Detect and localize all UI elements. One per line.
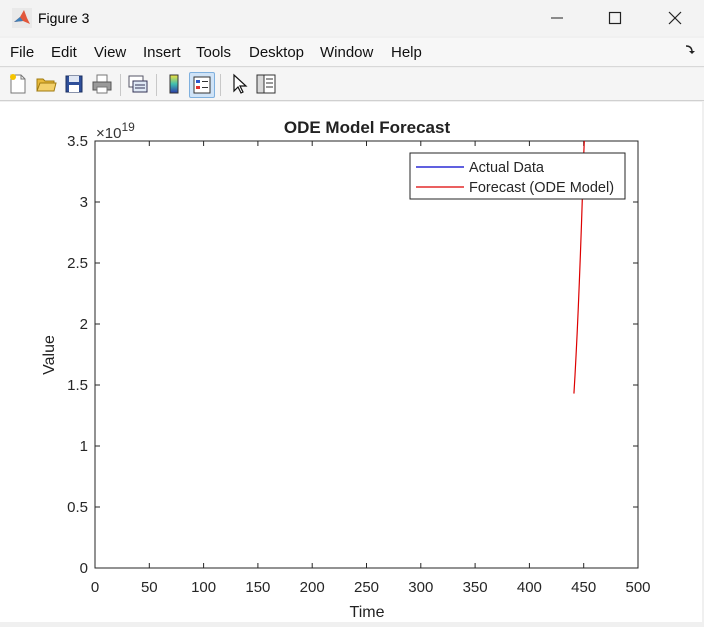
minimize-button[interactable] <box>528 0 586 36</box>
y-axis-label: Value <box>41 335 58 375</box>
toolbar-separator <box>156 74 157 96</box>
new-figure-icon[interactable] <box>6 72 30 96</box>
x-tick-label: 50 <box>141 579 158 596</box>
y-exponent-base: ×10 <box>96 125 121 142</box>
x-tick-label: 450 <box>571 579 596 596</box>
close-button[interactable] <box>646 0 704 36</box>
close-icon <box>668 11 682 25</box>
y-exponent-power: 19 <box>121 120 135 134</box>
x-tick-label: 0 <box>91 579 99 596</box>
ode-forecast-chart[interactable]: 0 50 100 150 200 250 300 350 400 450 500 0 0.5 1 1.5 2 2… <box>6 102 702 622</box>
title-bar: Figure 3 <box>0 0 704 36</box>
menu-edit[interactable]: Edit <box>51 44 77 61</box>
legend-box <box>409 152 626 200</box>
maximize-button[interactable] <box>586 0 644 36</box>
plot-area <box>94 140 639 569</box>
y-exponent-label: ×1019 <box>96 120 135 142</box>
matlab-logo-icon <box>12 8 32 28</box>
menu-help[interactable]: Help <box>391 44 422 61</box>
open-file-icon[interactable] <box>34 72 58 96</box>
figure-canvas: 0 50 100 150 200 250 300 350 400 450 500 0 0.5 1 1.5 2 2… <box>6 102 702 622</box>
maximize-icon <box>608 11 622 25</box>
window-title: Figure 3 <box>38 10 90 26</box>
y-tick-label: 2 <box>80 316 88 333</box>
toolbar-separator <box>220 74 221 96</box>
x-tick-label: 100 <box>191 579 216 596</box>
y-tick-label: 3.5 <box>67 133 88 150</box>
menu-file[interactable]: File <box>10 44 35 61</box>
menu-window[interactable]: Window <box>320 44 374 61</box>
x-tick-label: 350 <box>463 579 488 596</box>
x-tick-label: 250 <box>354 579 379 596</box>
menu-tools[interactable]: Tools <box>196 44 232 61</box>
x-tick-label: 150 <box>245 579 270 596</box>
x-tick-label: 300 <box>408 579 433 596</box>
y-tick-label: 0 <box>80 560 88 577</box>
x-axis-label: Time <box>350 604 385 621</box>
dock-arrow-icon[interactable] <box>684 44 696 56</box>
x-tick-label: 500 <box>625 579 650 596</box>
pointer-icon[interactable] <box>228 72 252 96</box>
menu-view[interactable]: View <box>94 44 127 61</box>
figure-toolbar <box>0 68 704 101</box>
y-tick-label: 0.5 <box>67 499 88 516</box>
legend-icon <box>193 76 211 94</box>
legend-label: Forecast (ODE Model) <box>469 180 614 196</box>
y-tick-label: 1.5 <box>67 377 88 394</box>
minimize-icon <box>551 17 563 19</box>
toolbar-separator <box>120 74 121 96</box>
x-tick-label: 400 <box>517 579 542 596</box>
legend[interactable]: Actual Data Forecast (ODE Model) <box>409 152 626 200</box>
colorbar-icon[interactable] <box>162 72 186 96</box>
link-plot-icon[interactable] <box>126 72 150 96</box>
y-tick-label: 1 <box>80 438 88 455</box>
y-tick-label: 3 <box>80 194 88 211</box>
menu-bar: File Edit View Insert Tools Desktop Wind… <box>0 38 704 67</box>
x-tick-label: 200 <box>300 579 325 596</box>
axes: 0 50 100 150 200 250 300 350 400 450 500 0 0.5 1 1.5 2 2… <box>67 133 650 596</box>
property-inspector-icon[interactable] <box>254 72 278 96</box>
print-icon[interactable] <box>90 72 114 96</box>
y-tick-label: 2.5 <box>67 255 88 272</box>
chart-title: ODE Model Forecast <box>284 118 451 137</box>
legend-button[interactable] <box>189 72 215 98</box>
menu-desktop[interactable]: Desktop <box>249 44 305 61</box>
menu-insert[interactable]: Insert <box>143 44 181 61</box>
save-icon[interactable] <box>62 72 86 96</box>
legend-label: Actual Data <box>469 160 545 176</box>
